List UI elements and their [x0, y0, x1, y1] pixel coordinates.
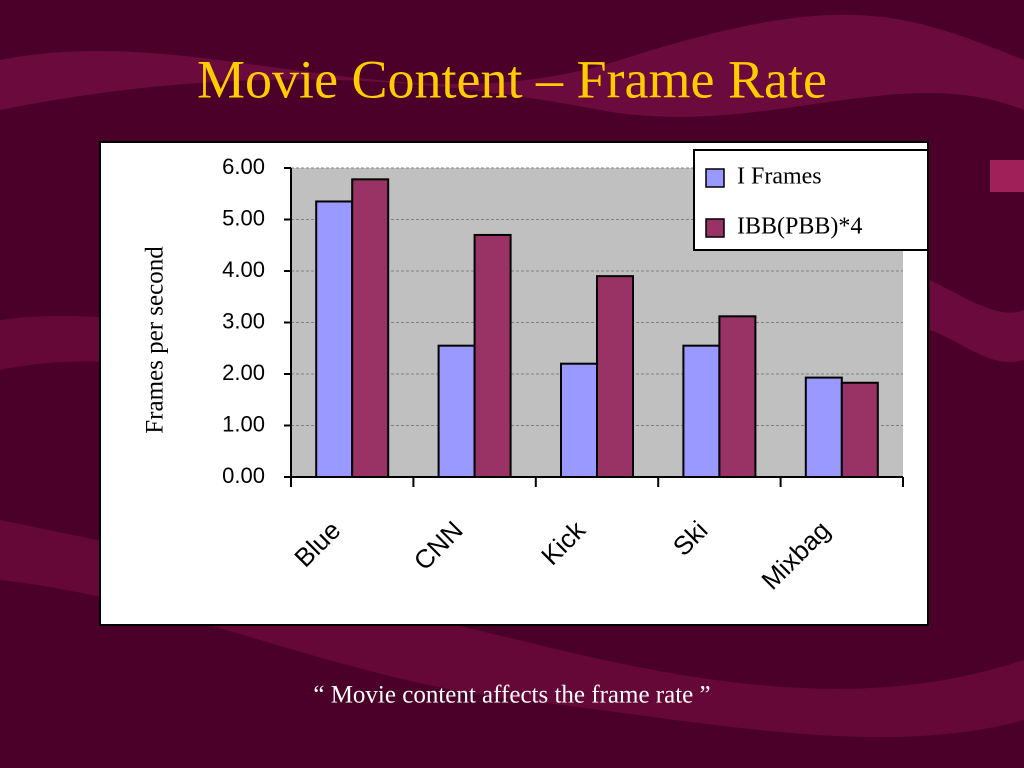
bar [682, 344, 721, 478]
y-tick-label: 0.00 [222, 463, 265, 488]
y-tick-label: 5.00 [222, 205, 265, 230]
slide-title: Movie Content – Frame Rate [197, 49, 827, 109]
bar [473, 233, 512, 478]
legend: I Frames IBB(PBB)*4 [693, 149, 929, 251]
bar [437, 344, 476, 478]
legend-label: IBB(PBB)*4 [737, 214, 862, 240]
bar [351, 178, 390, 479]
background-accent [990, 160, 1024, 192]
y-tick-label: 6.00 [222, 154, 265, 179]
bar [315, 200, 354, 478]
caption: “ Movie content affects the frame rate ” [313, 682, 710, 709]
bar [718, 315, 757, 478]
background-wave [930, 280, 1024, 363]
bar [596, 275, 634, 478]
y-tick-label: 3.00 [222, 308, 265, 333]
y-tick-label: 2.00 [222, 360, 265, 385]
legend-swatch [705, 218, 725, 238]
background-wave [0, 14, 1024, 117]
bar [560, 362, 598, 479]
legend-box [693, 149, 929, 251]
bar [840, 381, 879, 479]
y-axis-label: Frames per second [142, 246, 169, 434]
legend-label: I Frames [737, 164, 822, 190]
legend-swatch [705, 168, 725, 188]
y-tick-label: 1.00 [222, 411, 265, 436]
y-tick-label: 4.00 [222, 257, 265, 282]
bar [804, 376, 843, 479]
